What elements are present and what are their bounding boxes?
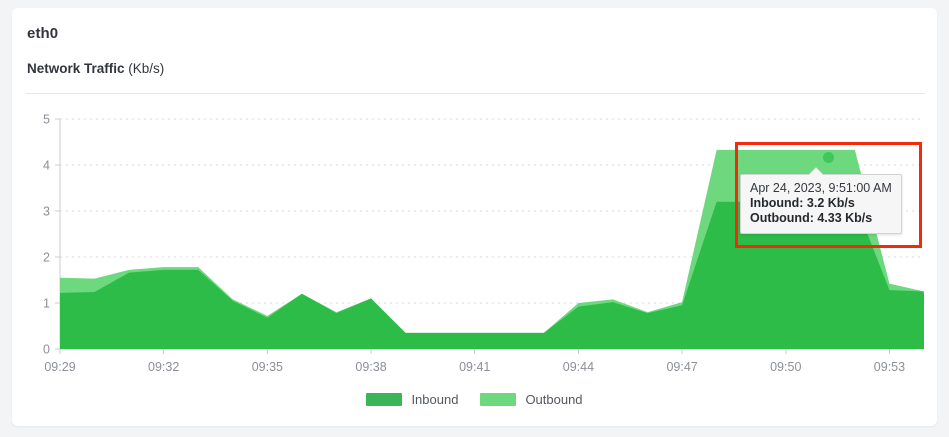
legend-label-outbound: Outbound (525, 392, 583, 407)
hover-marker-dot (823, 152, 834, 163)
svg-text:09:32: 09:32 (148, 360, 179, 374)
svg-text:2: 2 (43, 251, 50, 265)
page-title: eth0 (27, 25, 59, 42)
svg-text:0: 0 (43, 343, 50, 357)
tooltip-inbound-value: Inbound: 3.2 Kb/s (750, 196, 855, 210)
svg-text:09:44: 09:44 (563, 360, 594, 374)
svg-text:3: 3 (43, 205, 50, 219)
svg-text:09:35: 09:35 (252, 360, 283, 374)
network-traffic-card: eth0 Network Traffic (Kb/s) 0 1 2 3 4 5 09:29 0… (12, 8, 937, 426)
area-chart[interactable]: 0 1 2 3 4 5 09:29 09:32 09:35 09:38 09:41 09:44 09:4… (12, 8, 937, 426)
legend-item-inbound[interactable]: Inbound (366, 392, 458, 407)
svg-text:4: 4 (43, 159, 50, 173)
svg-text:09:29: 09:29 (44, 360, 75, 374)
chart-subtitle-text: Network Traffic (27, 61, 125, 76)
tooltip-outbound-value: Outbound: 4.33 Kb/s (750, 211, 873, 225)
legend-label-inbound: Inbound (411, 392, 459, 407)
svg-text:09:53: 09:53 (874, 360, 905, 374)
legend-swatch-outbound-icon (480, 393, 517, 406)
chart-tooltip: Apr 24, 2023, 9:51:00 AM Inbound: 3.2 Kb… (740, 167, 902, 234)
svg-text:5: 5 (43, 113, 50, 127)
chart-subtitle-unit: (Kb/s) (128, 61, 165, 76)
svg-text:09:41: 09:41 (459, 360, 490, 374)
legend-item-outbound[interactable]: Outbound (480, 392, 583, 407)
tooltip-timestamp: Apr 24, 2023, 9:51:00 AM (750, 181, 892, 195)
legend-swatch-inbound-icon (366, 393, 403, 406)
chart-plot-area[interactable]: 0 1 2 3 4 5 09:29 09:32 09:35 09:38 09:41 09:44 09:4… (12, 8, 937, 426)
header-divider (25, 93, 925, 94)
svg-text:09:50: 09:50 (770, 360, 801, 374)
svg-text:09:47: 09:47 (666, 360, 697, 374)
svg-text:1: 1 (43, 297, 50, 311)
chart-legend: Inbound Outbound (12, 392, 937, 407)
chart-subtitle: Network Traffic (Kb/s) (27, 61, 164, 76)
svg-text:09:38: 09:38 (355, 360, 386, 374)
